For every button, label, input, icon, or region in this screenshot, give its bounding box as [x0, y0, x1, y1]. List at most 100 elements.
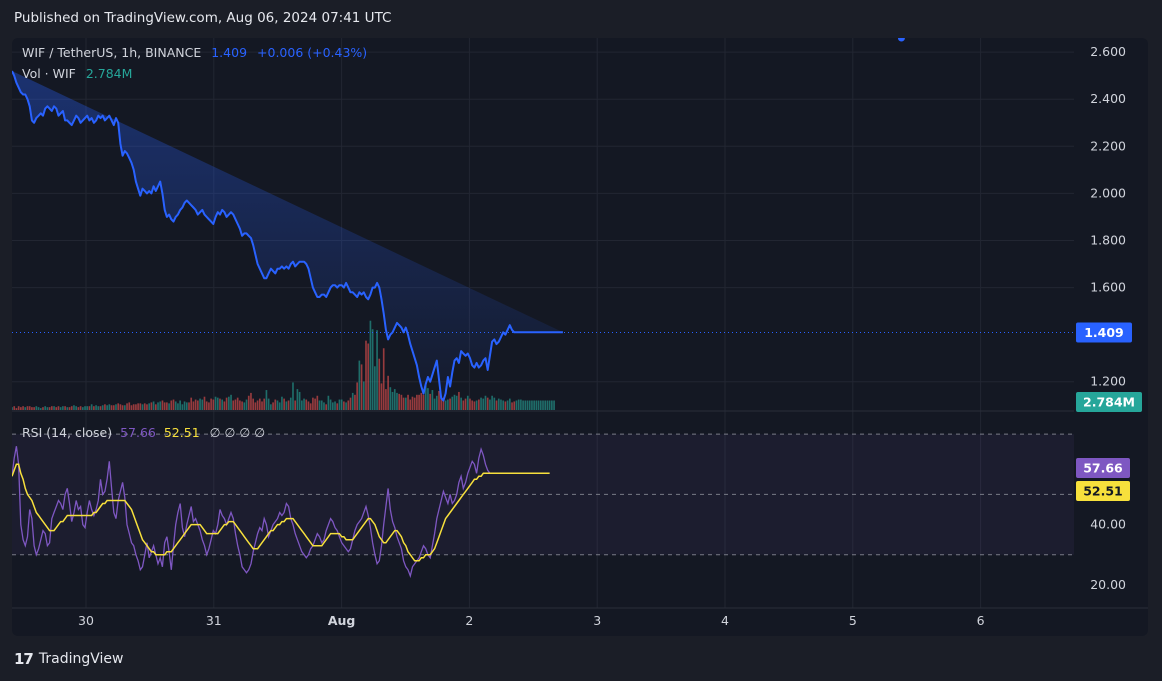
rsi-value: 57.66: [120, 425, 156, 440]
volume-bar: [528, 400, 531, 410]
volume-bar: [239, 400, 241, 410]
volume-bar: [387, 375, 389, 410]
volume-bar: [404, 397, 407, 410]
price-tick-label: 1.200: [1090, 374, 1126, 389]
volume-bar: [179, 400, 181, 410]
volume-bar: [402, 397, 405, 410]
volume-bar: [115, 404, 117, 410]
volume-bar: [444, 400, 447, 410]
volume-bar: [511, 402, 513, 410]
volume-bar: [301, 400, 303, 410]
volume-bar: [548, 400, 551, 410]
volume-bar: [367, 343, 370, 410]
volume-bar: [374, 366, 376, 410]
volume-bar: [190, 397, 193, 410]
volume-bar: [278, 402, 281, 410]
volume-bar: [517, 399, 520, 410]
volume-bar: [422, 394, 425, 410]
volume-bar: [88, 406, 91, 410]
volume-bar: [413, 397, 416, 410]
volume-bar: [121, 405, 124, 410]
volume-bar: [57, 406, 60, 410]
time-tick-label: 2: [465, 613, 473, 628]
volume-bar: [544, 400, 547, 410]
volume-bar: [225, 397, 228, 410]
volume-bar: [99, 406, 102, 410]
volume-legend: Vol · WIF 2.784M: [22, 66, 132, 81]
volume-bar: [219, 398, 221, 410]
volume-bar: [258, 398, 261, 410]
volume-bar: [227, 396, 230, 410]
volume-bar: [86, 406, 89, 410]
volume-bar: [551, 400, 553, 410]
volume-bar: [502, 400, 505, 410]
volume-bar: [15, 408, 18, 410]
price-change: +0.006 (+0.43%): [257, 45, 368, 60]
price-axis[interactable]: 2.600 2.400 2.200 2.000 1.800 1.600 1.200 1.409…: [1076, 44, 1142, 592]
volume-bar: [267, 398, 270, 410]
time-tick-label: 4: [721, 613, 729, 628]
chart-canvas[interactable]: 2.600 2.400 2.200 2.000 1.800 1.600 1.200 1.409…: [12, 38, 1148, 636]
chart-panel[interactable]: 2.600 2.400 2.200 2.000 1.800 1.600 1.200 1.409…: [12, 38, 1148, 636]
volume-bar: [201, 399, 204, 410]
volume-bar: [553, 400, 555, 410]
last-price-badge: [1076, 322, 1132, 343]
volume-bar: [294, 400, 297, 410]
volume-bar: [385, 389, 387, 410]
volume-bar: [110, 405, 113, 410]
volume-bar: [241, 401, 243, 410]
price-area-fill: [12, 71, 563, 401]
volume-bar: [513, 401, 516, 410]
volume-bar: [316, 395, 319, 410]
time-axis[interactable]: 30 31 Aug 2 3 4 5 6: [78, 613, 985, 628]
volume-bar: [126, 403, 128, 410]
volume-bar: [236, 397, 239, 410]
volume-bars: [12, 320, 555, 410]
volume-bar: [221, 399, 224, 410]
volume-bar: [338, 399, 341, 410]
volume-bar: [447, 399, 449, 410]
volume-bar: [416, 394, 418, 410]
volume-bar: [55, 407, 58, 410]
volume-bar: [265, 390, 268, 410]
volume-bar: [442, 397, 445, 410]
volume-bar: [44, 406, 47, 410]
volume-bar: [418, 394, 420, 410]
volume-bar: [17, 406, 20, 410]
volume-bar: [272, 402, 274, 410]
volume-bar: [205, 401, 208, 410]
volume-bar: [396, 392, 398, 410]
volume-bar: [546, 400, 549, 410]
volume-bar: [26, 406, 29, 410]
volume-bar: [400, 394, 403, 410]
volume-bar: [12, 407, 13, 410]
volume-bar: [520, 399, 522, 410]
volume-bar: [208, 402, 210, 410]
volume-bar: [254, 402, 257, 410]
volume-bar: [119, 404, 122, 410]
volume-bar: [70, 406, 73, 410]
volume-bar: [108, 404, 111, 410]
volume-bar: [276, 400, 279, 410]
volume-bar: [482, 398, 485, 410]
volume-bar: [177, 403, 179, 410]
time-tick-label: Aug: [328, 613, 356, 628]
volume-bar: [104, 404, 106, 410]
volume-bar: [360, 364, 363, 410]
price-line: [12, 70, 563, 402]
time-tick-label: 3: [593, 613, 601, 628]
volume-bar: [132, 404, 135, 410]
volume-label: Vol · WIF: [22, 66, 76, 81]
volume-bar: [263, 398, 266, 410]
volume-bar: [378, 358, 381, 410]
volume-bar: [429, 393, 431, 410]
volume-bar: [298, 391, 301, 410]
volume-bar: [152, 401, 155, 410]
volume-bar: [340, 399, 343, 410]
volume-bar: [90, 404, 93, 410]
volume-bar: [531, 400, 533, 410]
volume-bar: [143, 403, 146, 410]
volume-bar: [433, 398, 436, 410]
volume-bar: [146, 404, 148, 410]
volume-badge-label: 2.784M: [1083, 395, 1135, 410]
